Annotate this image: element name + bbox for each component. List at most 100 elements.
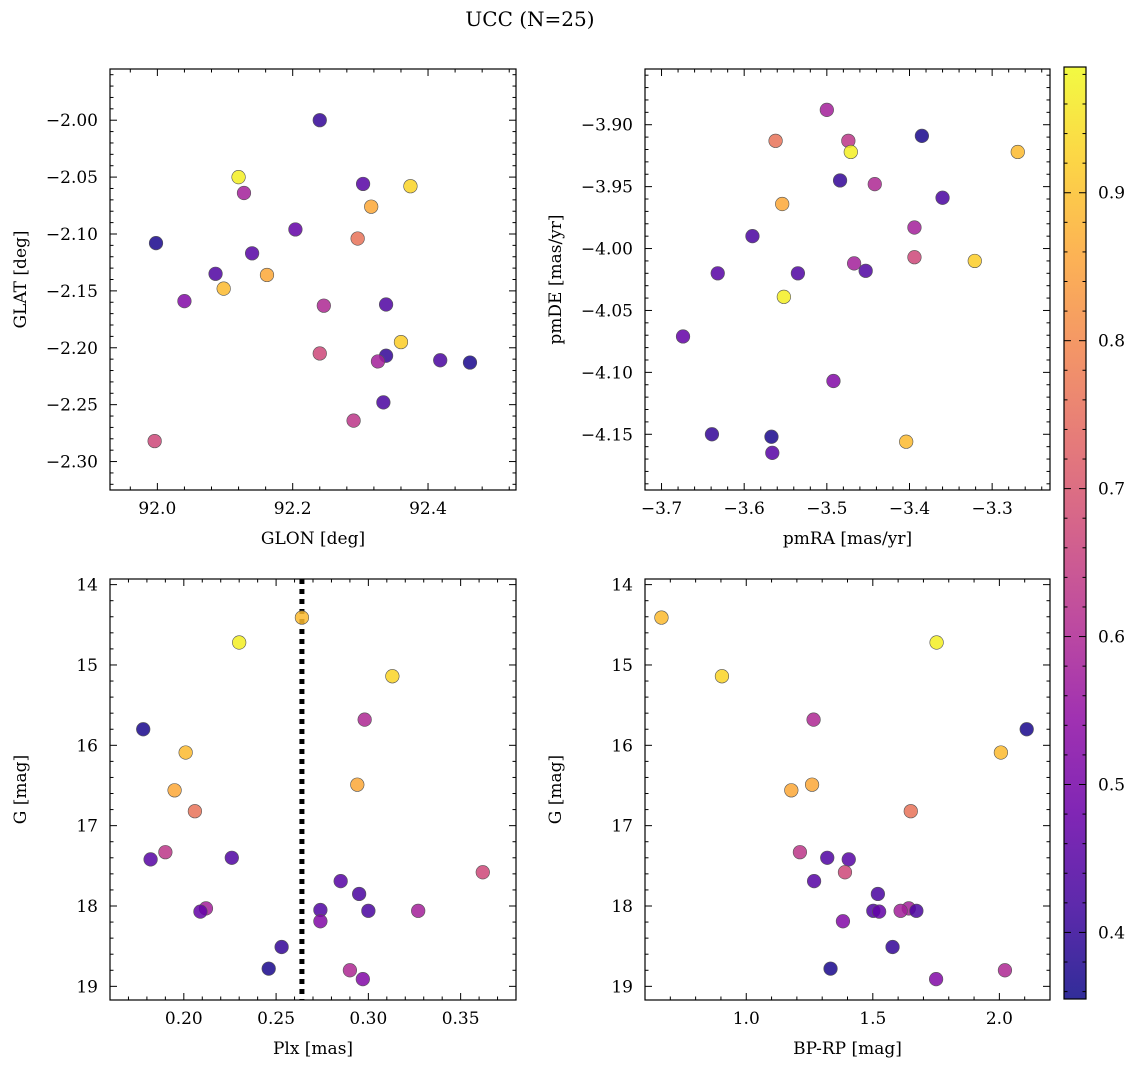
panel-plx-g: 0.20 0.25 0.30 0.35 14 15 16 17 18 19 Plx [mas] G [… <box>11 576 517 1059</box>
scatter-point <box>806 712 821 727</box>
scatter-point <box>312 113 327 128</box>
y-tick-label: 19 <box>76 977 98 997</box>
plot-frame <box>644 68 1051 491</box>
scatter-point <box>342 963 358 978</box>
scatter-point <box>143 852 158 867</box>
x-tick-label: −3.5 <box>806 499 847 519</box>
scatter-point <box>837 865 853 880</box>
scatter-point <box>350 777 365 792</box>
x-axis-label: BP-RP [mag] <box>793 1039 902 1059</box>
colorbar-tick-label: 0.7 <box>1098 480 1125 500</box>
panel-glon-glat: 92.0 92.2 92.4 −2.30 −2.25 −2.20 −2.15 −2.10 −2.… <box>11 68 517 549</box>
scatter-point <box>378 297 394 312</box>
colorbar-tick-label: 0.4 <box>1098 923 1125 943</box>
scatter-point <box>804 777 820 792</box>
scatter-points <box>654 610 1034 987</box>
scatter-point <box>775 196 790 212</box>
scatter-point <box>843 144 858 160</box>
scatter-point <box>350 231 365 246</box>
y-tick-label: 14 <box>76 576 98 596</box>
panel-pmra-pmde: −3.7 −3.6 −3.5 −3.4 −3.3 −4.15 −4.10 −4.05 −4.00… <box>546 68 1051 549</box>
scatter-point <box>216 281 231 296</box>
scatter-point <box>224 850 239 865</box>
scatter-point <box>136 722 151 737</box>
scatter-point <box>393 334 409 350</box>
x-tick-label: 1.0 <box>733 1009 760 1029</box>
y-tick-label: −2.05 <box>46 168 98 188</box>
scatter-point <box>935 190 950 205</box>
y-tick-label: 15 <box>611 656 633 676</box>
y-tick-label: 18 <box>611 897 633 917</box>
y-tick-label: 16 <box>76 736 98 756</box>
y-tick-label: 17 <box>611 817 633 837</box>
scatter-point <box>928 972 944 987</box>
y-tick-label: 14 <box>611 576 633 596</box>
scatter-point <box>208 266 223 281</box>
colorbar: 0.4 0.5 0.6 0.7 0.8 0.9 <box>1063 66 1125 1000</box>
scatter-point <box>870 886 885 902</box>
y-tick-label: −2.15 <box>46 282 98 302</box>
scatter-point <box>704 427 720 442</box>
x-axis-label: pmRA [mas/yr] <box>783 529 912 549</box>
y-tick-label: −4.05 <box>581 301 633 321</box>
scatter-point <box>462 355 478 370</box>
y-tick-label: −3.95 <box>581 178 633 198</box>
scatter-point <box>784 783 799 798</box>
y-tick-label: −4.00 <box>581 240 633 260</box>
scatter-point <box>403 179 418 194</box>
scatter-point <box>364 199 379 214</box>
x-tick-label: 0.25 <box>257 1009 295 1029</box>
scatter-point <box>313 914 328 929</box>
scatter-point <box>710 266 725 281</box>
x-tick-label: 92.0 <box>138 499 176 519</box>
scatter-point <box>820 850 835 865</box>
scatter-point <box>765 445 780 460</box>
plot-frame <box>644 578 1051 1001</box>
colorbar-gradient <box>1064 67 1086 999</box>
y-axis-label: pmDE [mas/yr] <box>546 214 566 344</box>
y-tick-label: −3.90 <box>581 116 633 136</box>
scatter-point <box>847 256 862 271</box>
scatter-point <box>245 246 260 261</box>
scatter-points <box>147 113 478 449</box>
scatter-point <box>792 845 808 860</box>
scatter-point <box>909 903 924 918</box>
scatter-point <box>148 235 164 251</box>
scatter-point <box>312 346 327 361</box>
scatter-point <box>764 429 779 444</box>
scatter-point <box>903 804 918 819</box>
scatter-point <box>193 904 208 919</box>
colorbar-tick-label: 0.5 <box>1098 775 1125 795</box>
scatter-point <box>914 128 929 143</box>
scatter-point <box>158 845 173 860</box>
scatter-point <box>819 102 834 117</box>
scatter-point <box>776 289 791 304</box>
tick-marks <box>109 579 517 1000</box>
y-tick-label: −2.25 <box>46 396 98 416</box>
y-tick-label: −4.15 <box>581 425 633 445</box>
y-tick-label: −2.10 <box>46 225 98 245</box>
x-tick-label: −3.3 <box>972 499 1013 519</box>
scatter-point <box>357 712 372 727</box>
x-tick-label: 0.35 <box>442 1009 480 1029</box>
y-tick-label: −4.10 <box>581 363 633 383</box>
scatter-point <box>232 635 247 650</box>
tick-marks <box>110 69 516 490</box>
x-tick-label: −3.6 <box>724 499 765 519</box>
scatter-point <box>333 873 348 889</box>
scatter-point <box>274 939 289 955</box>
plot-frame <box>109 68 517 491</box>
x-axis-label: GLON [deg] <box>261 529 365 549</box>
scatter-point <box>899 434 914 449</box>
y-tick-label: 19 <box>611 977 633 997</box>
scatter-point <box>806 873 822 889</box>
scatter-point <box>187 804 202 819</box>
x-tick-label: 0.20 <box>165 1009 203 1029</box>
scatter-point <box>288 222 303 237</box>
x-tick-label: 0.30 <box>349 1009 387 1029</box>
scatter-points <box>136 610 490 987</box>
scatter-point <box>867 177 882 192</box>
y-tick-label: 17 <box>76 817 98 837</box>
scatter-point <box>823 961 838 976</box>
